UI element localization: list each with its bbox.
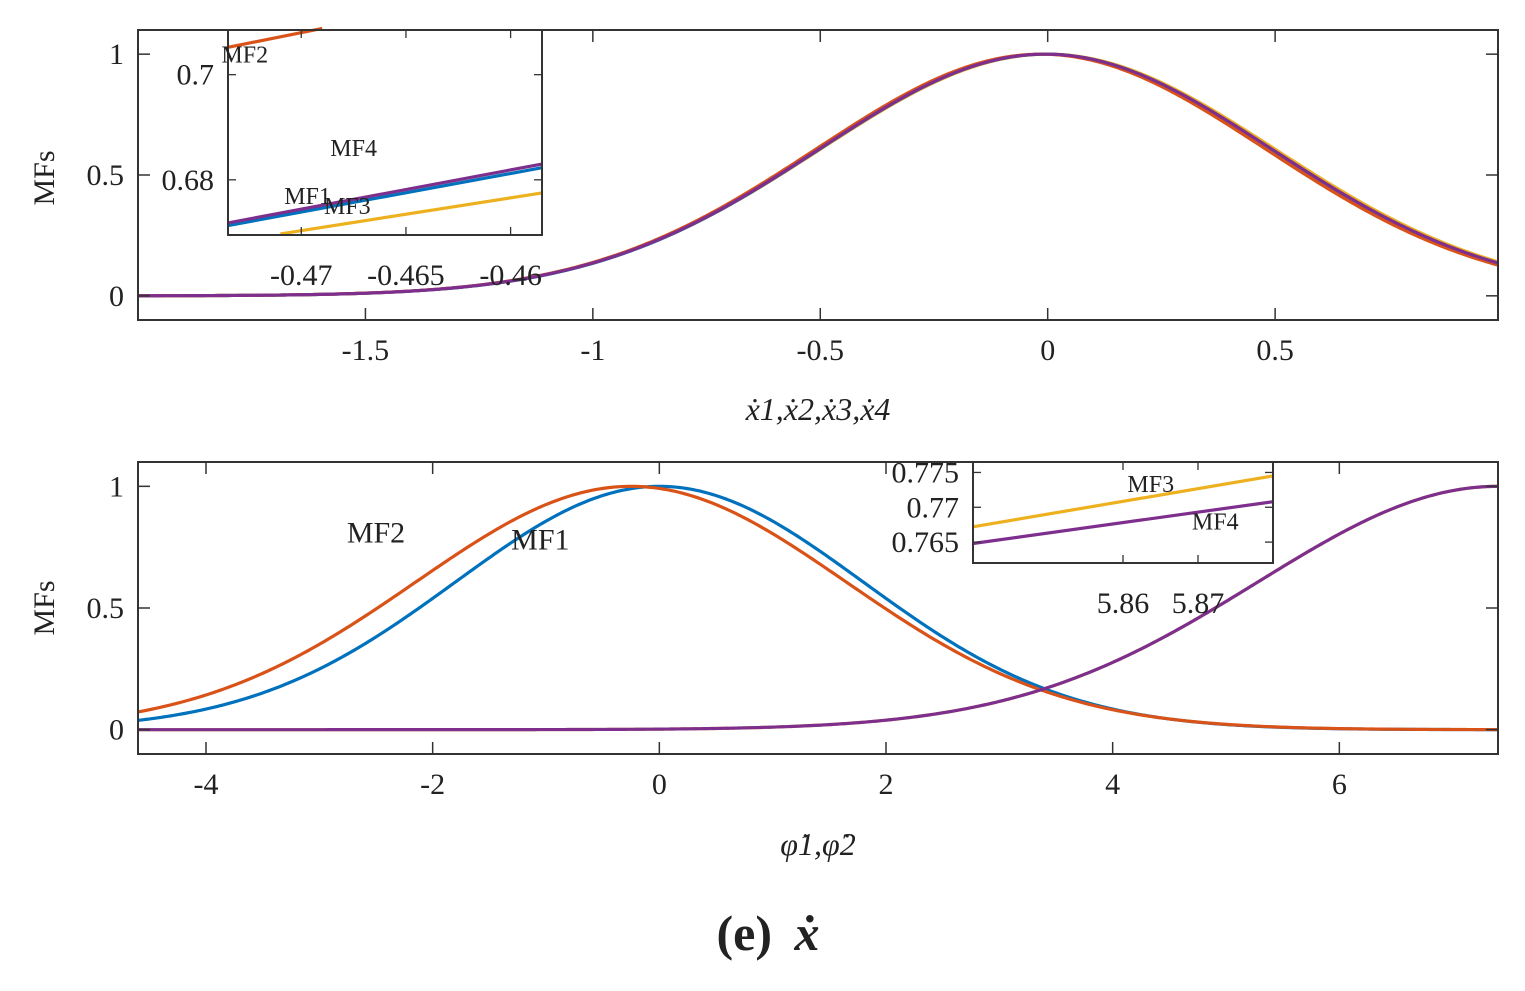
x-tick-label-1-5: -1.5 (342, 334, 390, 367)
inset-label-mf2: MF2 (221, 43, 268, 69)
inset-x-tick-label-0-46: -0.46 (479, 259, 542, 292)
curve-label-mf1: MF1 (511, 524, 569, 557)
x-tick-label-4: 4 (1105, 768, 1120, 801)
panel2-inset-ticks (973, 462, 1273, 563)
panel2-x-tick-labels: -4 -2 0 2 4 6 (194, 768, 1347, 801)
inset-x-tick-label-5-87: 5.87 (1172, 587, 1225, 620)
inset-x-tick-label-5-86: 5.86 (1097, 587, 1150, 620)
curve-mf3 (138, 484, 1499, 732)
y-tick-label-0-5: 0.5 (87, 159, 125, 192)
panel1-x-axis-label: ẋ1,ẋ2,ẋ3,ẋ4 (745, 391, 891, 427)
panel1-inset-y-tick-labels: 0.68 0.7 (162, 59, 215, 197)
x-tick-label-0: 0 (1040, 334, 1055, 367)
panel2-ticks (138, 462, 1498, 754)
x-tick-label-0: 0 (652, 768, 667, 801)
inset-y-tick-label-0-765: 0.765 (892, 526, 960, 559)
inset-label-mf4: MF4 (330, 136, 377, 162)
panel2-inset-curves (972, 474, 1274, 546)
x-tick-label-0-5: -0.5 (797, 334, 845, 367)
curve-mf1 (137, 484, 1498, 732)
panel2-curve-labels: MF2 MF1 (347, 516, 570, 556)
panel1-x-tick-labels: -1.5 -1 -0.5 0 0.5 (342, 334, 1294, 367)
y-tick-label-1: 1 (109, 470, 124, 503)
panel2-curves (137, 484, 1499, 732)
panel-angular-velocity: -4 -2 0 2 4 6 00.51 MF2 MF1 MFs φ̇1,φ̇2 MF3MF4… (28, 456, 1499, 862)
panel1-y-tick-labels: 00.51 (87, 38, 125, 313)
inset-curve-mf2 (227, 26, 323, 49)
inset-x-tick-label-0-47: -0.47 (270, 259, 333, 292)
panel1-inset-ticks (228, 30, 542, 235)
panel1-inset-box (227, 29, 543, 236)
inset-y-tick-label-0-7: 0.7 (177, 59, 215, 92)
inset-label-mf3: MF3 (1127, 472, 1174, 498)
panel2-y-axis-label: MFs (28, 580, 61, 635)
inset-x-tick-label-0-465: -0.465 (367, 259, 445, 292)
curve-label-mf2: MF2 (347, 516, 405, 549)
y-tick-label-1: 1 (109, 38, 124, 71)
inset-curve-mf4 (972, 500, 1274, 546)
curve-mf2 (137, 484, 1498, 732)
x-tick-label-2: 2 (879, 768, 894, 801)
panel2-axes-box (137, 461, 1499, 755)
curve-mf4 (138, 52, 1499, 298)
figure-caption: (e) ẋ (717, 905, 820, 961)
inset-label-mf1: MF1 (284, 184, 331, 210)
panel2-x-axis-label: φ̇1,φ̇2 (780, 826, 855, 862)
caption-letter: (e) (717, 905, 773, 961)
inset-y-tick-label-0-77: 0.77 (907, 491, 960, 524)
inset-curve-mf3 (280, 191, 543, 236)
panel1-y-axis-label: MFs (28, 150, 61, 205)
panel2-inset-x-tick-labels: 5.86 5.87 (1097, 587, 1225, 620)
inset-label-mf3: MF3 (324, 194, 371, 220)
caption-symbol: ẋ (794, 905, 820, 961)
y-tick-label-0: 0 (109, 714, 124, 747)
curve-mf4 (138, 484, 1499, 732)
y-tick-label-0: 0 (109, 280, 124, 313)
x-tick-label-1: -1 (580, 334, 605, 367)
inset-curve-mf4 (227, 162, 543, 225)
inset-y-tick-label-0-775: 0.775 (892, 456, 960, 489)
panel-velocity-x: -1.5 -1 -0.5 0 0.5 00.51 MFs ẋ1,ẋ2,ẋ3,ẋ4 MF2… (28, 26, 1499, 427)
panel2-inset-labels: MF3 MF4 (1127, 472, 1238, 536)
panel1-inset-curves (227, 26, 543, 236)
inset-y-tick-label-0-68: 0.68 (162, 164, 215, 197)
x-tick-label-2: -2 (420, 768, 445, 801)
x-tick-label-4: -4 (194, 768, 219, 801)
panel2-inset-box (972, 461, 1274, 564)
panel2-y-tick-labels: 00.51 (87, 470, 125, 746)
inset-curve-mf1 (227, 166, 543, 228)
panel1-inset-x-tick-labels: -0.47 -0.465 -0.46 (270, 259, 542, 292)
panel1-curves (137, 52, 1499, 298)
inset-curve-mf3 (972, 474, 1274, 529)
panel1-axes-box (137, 29, 1499, 321)
x-tick-label-0-5: 0.5 (1256, 334, 1294, 367)
y-tick-label-0-5: 0.5 (87, 592, 125, 625)
x-tick-label-6: 6 (1332, 768, 1347, 801)
inset-label-mf4: MF4 (1192, 510, 1239, 536)
